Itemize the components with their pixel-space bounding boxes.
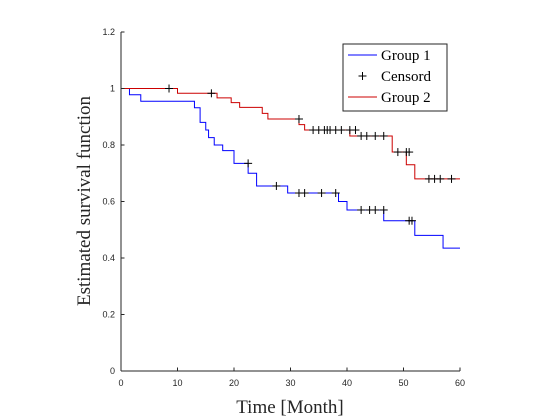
x-tick-label: 20	[229, 378, 239, 388]
x-tick-label: 0	[118, 378, 123, 388]
x-tick-label: 30	[285, 378, 295, 388]
y-tick-label: 1	[110, 84, 115, 94]
y-tick-label: 0.8	[102, 140, 115, 150]
censor-marker-1-1	[244, 159, 253, 168]
censor-marker-1-7	[357, 205, 366, 214]
censor-marker-2-19	[405, 148, 414, 157]
censor-marker-1-5	[317, 189, 326, 198]
legend-label-group-1: Group 1	[381, 48, 431, 64]
y-tick-label: 1.2	[102, 27, 115, 37]
y-tick-label: 0	[110, 366, 115, 376]
censor-marker-1-12	[407, 216, 416, 225]
legend-censor-marker	[358, 72, 367, 80]
x-tick-label: 60	[455, 378, 465, 388]
y-axis-title: Estimated survival function	[74, 95, 95, 306]
censor-marker-2-17	[393, 148, 402, 157]
censor-marker-2-23	[447, 174, 456, 183]
censor-marker-1-2	[272, 181, 281, 190]
legend-label-censored: Censord	[381, 69, 431, 85]
legend-swatch-censored	[358, 72, 367, 80]
x-tick-label: 10	[172, 378, 182, 388]
censor-marker-2-16	[379, 131, 388, 140]
y-tick-label: 0.4	[102, 253, 115, 263]
censor-marker-2-22	[436, 174, 445, 183]
ticks-layer: 0 10 20 30 40 50 60 0 0.2 0.4 0.6 0.8 1 1.2	[102, 27, 465, 388]
censor-marker-2-2	[207, 89, 216, 98]
y-tick-label: 0.6	[102, 197, 115, 207]
censor-marker-1-6	[331, 189, 340, 198]
x-axis-title: Time [Month]	[236, 397, 344, 418]
legend: Group 1 Censord Group 2	[342, 43, 448, 112]
censor-marker-1-10	[379, 205, 388, 214]
legend-label-group-2: Group 2	[381, 90, 431, 106]
x-tick-label: 40	[342, 378, 352, 388]
y-tick-label: 0.2	[102, 310, 115, 320]
censor-marker-2-14	[362, 131, 371, 140]
censor-marker-2-15	[371, 131, 380, 140]
censor-marker-1-9	[371, 205, 380, 214]
x-tick-label: 50	[398, 378, 408, 388]
censor-marker-1-4	[300, 189, 309, 198]
censor-marker-2-3	[294, 115, 303, 124]
censor-marker-2-10	[337, 126, 346, 135]
censor-marker-2-12	[351, 126, 360, 135]
censor-marker-2-1	[165, 84, 174, 93]
censor-markers-layer	[165, 84, 456, 225]
